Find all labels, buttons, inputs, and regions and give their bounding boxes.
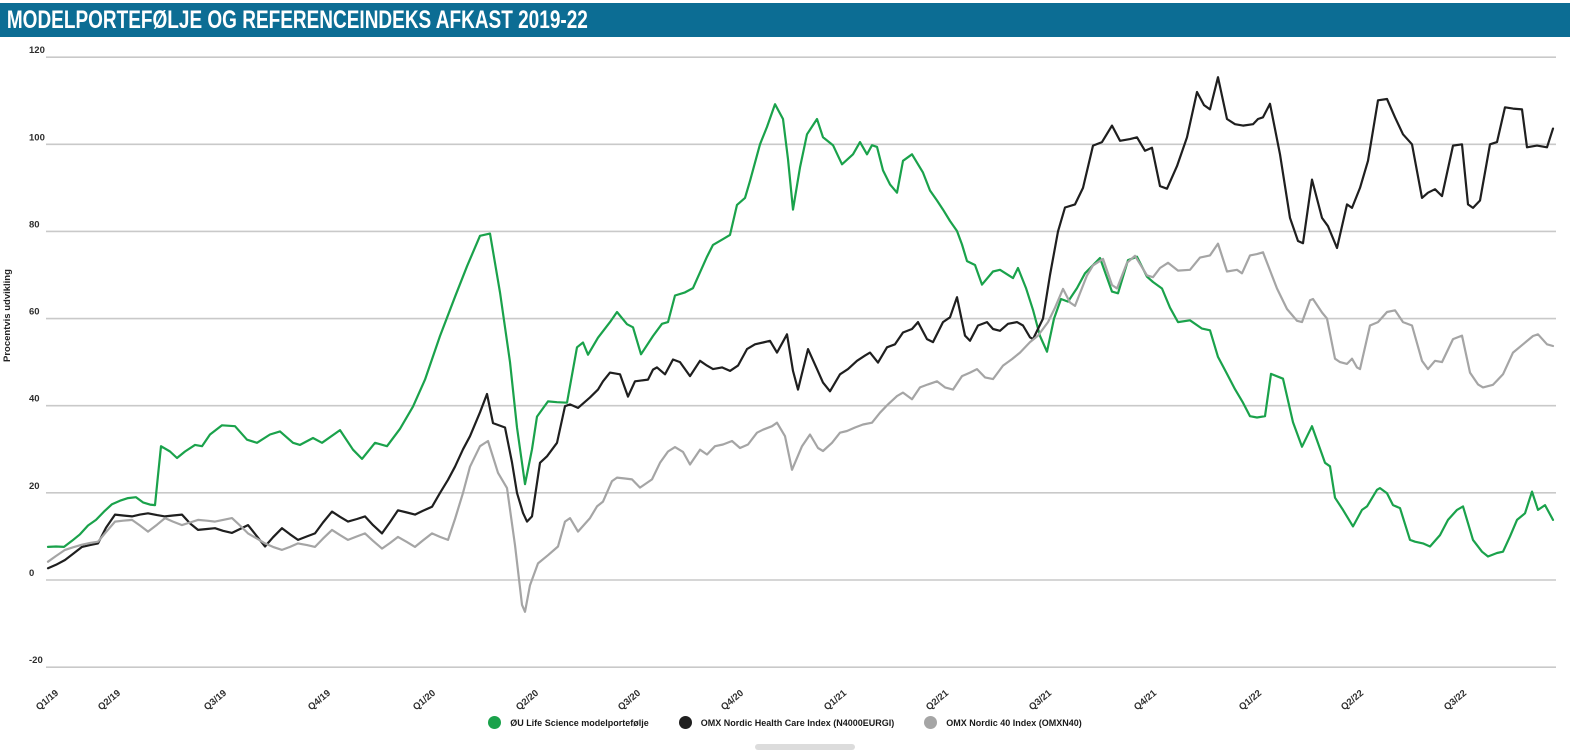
green-dot-icon	[488, 716, 502, 729]
x-tick-label: Q3/20	[616, 688, 643, 713]
legend-item-portfolio: ØU Life Science modelportefølje	[488, 716, 649, 729]
x-tick-label: Q3/22	[1442, 688, 1469, 713]
black-dot-icon	[678, 716, 692, 729]
y-tick-label: 120	[29, 45, 45, 56]
x-tick-label: Q2/20	[514, 688, 541, 713]
y-tick-label: 0	[29, 568, 34, 579]
x-tick-label: Q4/21	[1132, 687, 1159, 713]
y-tick-label: -20	[29, 655, 43, 666]
series-line	[46, 103, 1555, 558]
legend-label: OMX Nordic 40 Index (OMXN40)	[946, 717, 1082, 728]
x-tick-label: Q4/19	[306, 688, 333, 713]
x-tick-label: Q3/21	[1027, 687, 1054, 713]
legend-item-omxn40-index: OMX Nordic 40 Index (OMXN40)	[924, 716, 1082, 729]
chart-title: MODELPORTEFØLJE OG REFERENCEINDEKS AFKAS…	[6, 5, 588, 34]
legend: ØU Life Science modelportefølje OMX Nord…	[0, 716, 1570, 729]
y-tick-label: 100	[29, 132, 45, 143]
legend-item-healthcare-index: OMX Nordic Health Care Index (N4000EURGI…	[678, 716, 895, 729]
series-line	[46, 242, 1555, 613]
y-axis-title: Procentvis udvikling	[2, 269, 13, 362]
gray-dot-icon	[924, 716, 938, 729]
title-bar: MODELPORTEFØLJE OG REFERENCEINDEKS AFKAS…	[0, 3, 1570, 37]
x-tick-label: Q3/19	[202, 688, 229, 713]
x-tick-label: Q2/22	[1339, 688, 1366, 713]
y-tick-label: 20	[29, 481, 40, 492]
x-tick-label: Q1/20	[411, 688, 438, 713]
legend-label: ØU Life Science modelportefølje	[510, 717, 649, 728]
x-tick-label: Q1/19	[34, 688, 61, 713]
x-tick-label: Q1/22	[1237, 688, 1264, 713]
y-tick-label: 80	[29, 219, 40, 230]
x-tick-label: Q1/21	[822, 687, 849, 713]
series-line	[46, 76, 1555, 570]
x-tick-label: Q2/21	[924, 687, 951, 713]
horizontal-scrollbar-thumb[interactable]	[755, 744, 855, 750]
x-tick-label: Q4/20	[719, 688, 746, 713]
legend-label: OMX Nordic Health Care Index (N4000EURGI…	[700, 717, 895, 728]
x-tick-label: Q2/19	[96, 688, 123, 713]
y-tick-label: 60	[29, 307, 40, 318]
y-tick-label: 40	[29, 394, 40, 405]
